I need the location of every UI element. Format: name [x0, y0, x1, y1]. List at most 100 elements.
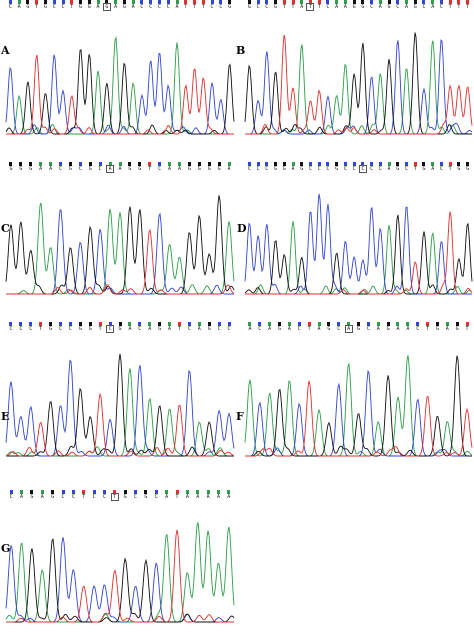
base-letter: C — [416, 326, 420, 332]
base-letter: C — [439, 166, 443, 172]
base-tick — [51, 490, 55, 494]
panel-label-c: C — [1, 222, 10, 235]
base-letter: A — [287, 326, 291, 332]
base-letter: T — [82, 494, 86, 500]
base-letter: T — [306, 3, 315, 11]
base-letter: C — [366, 326, 370, 332]
base-call: C — [8, 322, 14, 332]
base-call: C — [28, 322, 34, 332]
base-tick — [297, 322, 301, 326]
base-letter: G — [247, 4, 251, 10]
base-call: G — [334, 162, 340, 172]
base-tick — [52, 0, 56, 4]
base-call: C — [8, 490, 14, 500]
base-letter: C — [256, 166, 260, 172]
base-call: G — [273, 162, 279, 172]
base-tick — [210, 0, 214, 4]
base-letter: G — [26, 4, 30, 10]
base-tick — [466, 0, 470, 4]
base-call: A — [344, 322, 353, 333]
chromatogram-a — [5, 36, 235, 135]
base-tick — [361, 0, 365, 4]
base-letter: A — [300, 4, 304, 10]
base-tick — [413, 162, 417, 166]
base-tick — [247, 162, 251, 166]
base-tick — [274, 0, 278, 4]
trace-t — [6, 54, 234, 135]
base-tick — [177, 162, 181, 166]
base-tick — [9, 322, 13, 326]
base-letter: T — [193, 4, 197, 10]
base-tick — [187, 322, 191, 326]
base-call: T — [456, 0, 462, 10]
base-tick — [39, 162, 43, 166]
base-call: T — [147, 162, 153, 172]
base-call: C — [438, 0, 444, 10]
base-call: A — [267, 322, 273, 332]
base-letter: C — [317, 166, 321, 172]
base-letter: A — [39, 166, 43, 172]
base-letter: G — [138, 166, 142, 172]
base-call: A — [184, 490, 190, 500]
base-tick — [196, 490, 200, 494]
base-letter: C — [166, 4, 170, 10]
base-call: C — [209, 0, 215, 10]
base-call: A — [286, 322, 292, 332]
base-call: C — [438, 162, 444, 172]
base-letter: G — [79, 4, 83, 10]
base-tick — [366, 322, 370, 326]
base-call: A — [38, 162, 44, 172]
base-tick — [102, 490, 106, 494]
base-call: A — [299, 0, 305, 10]
base-call: G — [29, 490, 35, 500]
base-tick — [465, 322, 469, 326]
base-letter: A — [17, 4, 21, 10]
base-tick — [108, 162, 112, 166]
base-call: C — [137, 322, 143, 332]
base-letter: C — [154, 494, 158, 500]
base-letter: A — [406, 326, 410, 332]
base-tick — [78, 322, 82, 326]
base-letter: T — [448, 4, 452, 10]
base-letter: G — [51, 494, 55, 500]
base-letter: G — [217, 166, 221, 172]
base-tick — [416, 322, 420, 326]
panel-label-f: F — [236, 410, 244, 423]
base-letter: C — [308, 166, 312, 172]
base-tick — [59, 162, 63, 166]
base-tick — [122, 0, 126, 4]
base-call: C — [7, 0, 13, 10]
base-tick — [405, 162, 409, 166]
base-tick — [265, 162, 269, 166]
base-tick — [317, 322, 321, 326]
base-call: C — [358, 162, 367, 173]
base-tick — [197, 162, 201, 166]
base-call: T — [306, 0, 315, 11]
trace-g — [245, 355, 472, 457]
base-call: T — [412, 162, 418, 172]
base-call: C — [369, 162, 375, 172]
base-letter: C — [352, 166, 356, 172]
base-call: C — [377, 162, 383, 172]
base-tick — [300, 162, 304, 166]
base-letter: G — [123, 494, 127, 500]
base-call: C — [106, 322, 115, 333]
base-call: A — [195, 490, 201, 500]
base-tick — [201, 0, 205, 4]
base-call: A — [95, 0, 101, 10]
base-call: T — [176, 322, 182, 332]
base-tick — [448, 162, 452, 166]
base-call: G — [326, 322, 332, 332]
base-call: A — [127, 322, 133, 332]
base-tick — [265, 0, 269, 4]
base-letter: G — [466, 166, 470, 172]
base-call: C — [325, 0, 331, 10]
trace-c — [6, 209, 234, 295]
base-letter: C — [378, 166, 382, 172]
base-letter: C — [247, 166, 251, 172]
base-call: C — [257, 322, 263, 332]
base-tick — [457, 162, 461, 166]
base-letter: C — [370, 166, 374, 172]
